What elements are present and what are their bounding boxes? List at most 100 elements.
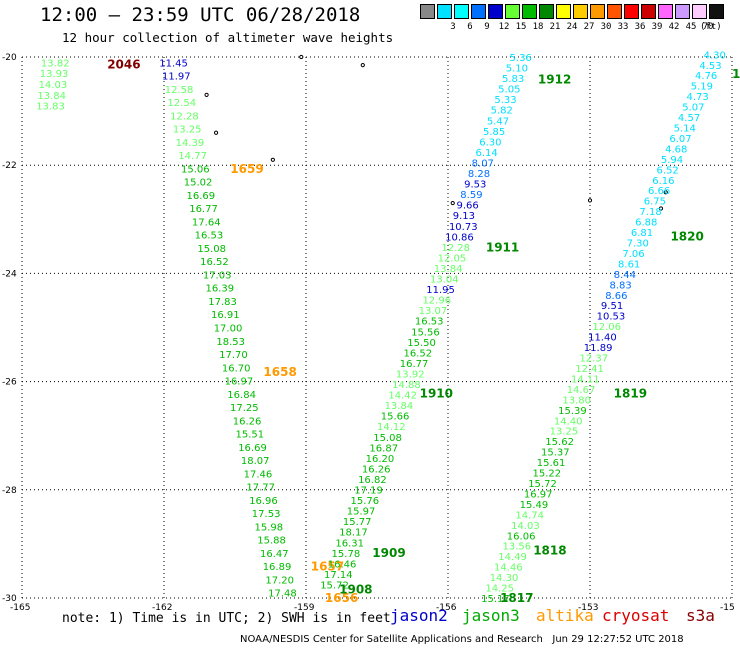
wave-height-reading: 15.50	[407, 338, 436, 349]
wave-height-reading: 5.36	[510, 53, 532, 64]
wave-height-reading: 8.61	[618, 259, 640, 270]
wave-height-reading: 12.96	[422, 296, 451, 307]
wave-height-reading: 17.25	[230, 403, 259, 414]
wave-height-reading: 11.95	[426, 285, 455, 296]
wave-height-reading: 16.26	[233, 416, 262, 427]
legend-swatch	[437, 4, 452, 19]
legend-swatch	[488, 4, 503, 19]
wave-height-reading: 16.26	[362, 464, 391, 475]
wave-height-reading: 16.97	[225, 377, 254, 388]
wave-height-reading: 13.80	[562, 395, 591, 406]
wave-height-reading: 15.72	[320, 580, 349, 591]
wave-height-reading: 16.77	[400, 359, 429, 370]
wave-height-reading: 9.53	[464, 180, 486, 191]
wave-height-reading: 5.33	[494, 95, 516, 106]
island-marker	[213, 130, 219, 135]
wave-height-reading: 6.66	[648, 186, 670, 197]
legend-label: 70	[702, 22, 714, 32]
wave-height-reading: 13.93	[40, 69, 69, 80]
legend-swatch	[420, 4, 435, 19]
satellite-label-altika: altika	[536, 606, 594, 625]
wave-height-reading: 15.06	[181, 164, 210, 175]
wave-height-reading: 9.66	[457, 201, 479, 212]
legend-swatch	[641, 4, 656, 19]
wave-height-reading: 6.16	[652, 176, 674, 187]
wave-height-reading: 16.82	[358, 475, 387, 486]
wave-height-reading: 16.69	[186, 191, 215, 202]
wave-height-reading: 15.51	[235, 430, 264, 441]
satellite-label-s3a: s3a	[686, 606, 715, 625]
wave-height-reading: 17.19	[354, 486, 383, 497]
wave-height-reading: 15.56	[411, 327, 440, 338]
island-marker	[663, 190, 668, 195]
wave-height-reading: 13.83	[36, 102, 65, 113]
wave-height-reading: 14.11	[571, 374, 600, 385]
footer-credit: NOAA/NESDIS Center for Satellite Applica…	[240, 634, 684, 645]
wave-height-reading: 16.96	[249, 496, 278, 507]
axis-ticks: -20 -22 -24 -26 -28 -30-165 -162 -159 -156 -153 -1…	[2, 53, 735, 613]
wave-height-reading: 14.67	[567, 385, 596, 396]
legend-label: 42	[668, 22, 680, 32]
wave-height-reading: 17.64	[192, 217, 221, 228]
legend-swatch	[522, 4, 537, 19]
wave-height-reading: 15.98	[255, 522, 284, 533]
wave-height-reading: 5.85	[483, 127, 505, 138]
wave-height-reading: 11.40	[588, 333, 617, 344]
wave-height-reading: 8.66	[605, 291, 627, 302]
wave-height-reading: 14.30	[490, 573, 519, 584]
wave-height-reading: 15.02	[184, 178, 213, 189]
lon-tick-label: -153	[578, 603, 598, 613]
wave-height-reading: 4.30	[704, 50, 726, 61]
wave-height-reading: 4.68	[665, 144, 687, 155]
wave-height-reading: 16.69	[238, 443, 267, 454]
track-time-label: 1817	[500, 591, 533, 605]
wave-height-reading: 5.14	[674, 123, 696, 134]
wave-height-reading: 15.37	[541, 448, 570, 459]
lat-tick-label: -22	[2, 161, 17, 171]
wave-height-reading: 14.03	[39, 80, 68, 91]
legend-swatch	[539, 4, 554, 19]
wave-height-reading: 17.20	[265, 575, 294, 586]
wave-height-reading: 11.97	[162, 72, 191, 83]
wave-height-reading: 17.70	[219, 350, 248, 361]
track-time-label: 1910	[420, 386, 453, 400]
wave-height-reading: 15.08	[373, 433, 402, 444]
wave-height-reading: 17.53	[252, 509, 281, 520]
wave-height-reading: 16.31	[335, 538, 364, 549]
wave-height-reading: 6.88	[635, 218, 657, 229]
legend-label: 9	[484, 22, 490, 32]
wave-height-reading: 13.56	[503, 542, 532, 553]
track-time-label: 1658	[263, 365, 296, 379]
wave-height-reading: 16.84	[227, 390, 256, 401]
legend-swatch	[590, 4, 605, 19]
satellite-track: 4.304.534.765.194.735.074.575.146.074.68…	[481, 50, 740, 605]
lat-tick-label: -30	[2, 594, 17, 604]
wave-height-reading: 13.25	[173, 125, 202, 136]
legend-label: 39	[651, 22, 663, 32]
wave-height-reading: 15.62	[545, 437, 574, 448]
wave-height-reading: 5.47	[487, 116, 509, 127]
wave-height-reading: 18.53	[216, 337, 245, 348]
island-marker	[204, 92, 209, 97]
wave-height-reading: 16.39	[206, 284, 235, 295]
wave-height-reading: 12.05	[438, 253, 467, 264]
lon-tick-label: -162	[152, 603, 172, 613]
legend-swatch	[607, 4, 622, 19]
satellite-track: 11.45 11.97 12.58 12.54 12.28 13.25 14.39 14.77…	[159, 58, 358, 605]
wave-height-reading: 15.17	[481, 594, 510, 605]
wave-height-reading: 4.73	[686, 92, 708, 103]
island-marker	[587, 198, 593, 203]
wave-height-reading: 12.37	[580, 354, 609, 365]
wave-height-reading: 13.84	[434, 264, 463, 275]
legend-label: 21	[549, 22, 561, 32]
wave-height-reading: 5.07	[682, 103, 704, 114]
wave-height-reading: 14.03	[511, 521, 540, 532]
footer-note: note: 1) Time is in UTC; 2) SWH is in fe…	[62, 611, 391, 626]
lon-tick-label: -159	[294, 603, 315, 613]
track-time-label: 1818	[533, 543, 566, 557]
wave-height-reading: 16.06	[507, 531, 536, 542]
wave-height-reading: 14.42	[388, 391, 417, 402]
track-time-label: 1820	[670, 230, 703, 244]
wave-height-reading: 10.86	[445, 232, 474, 243]
